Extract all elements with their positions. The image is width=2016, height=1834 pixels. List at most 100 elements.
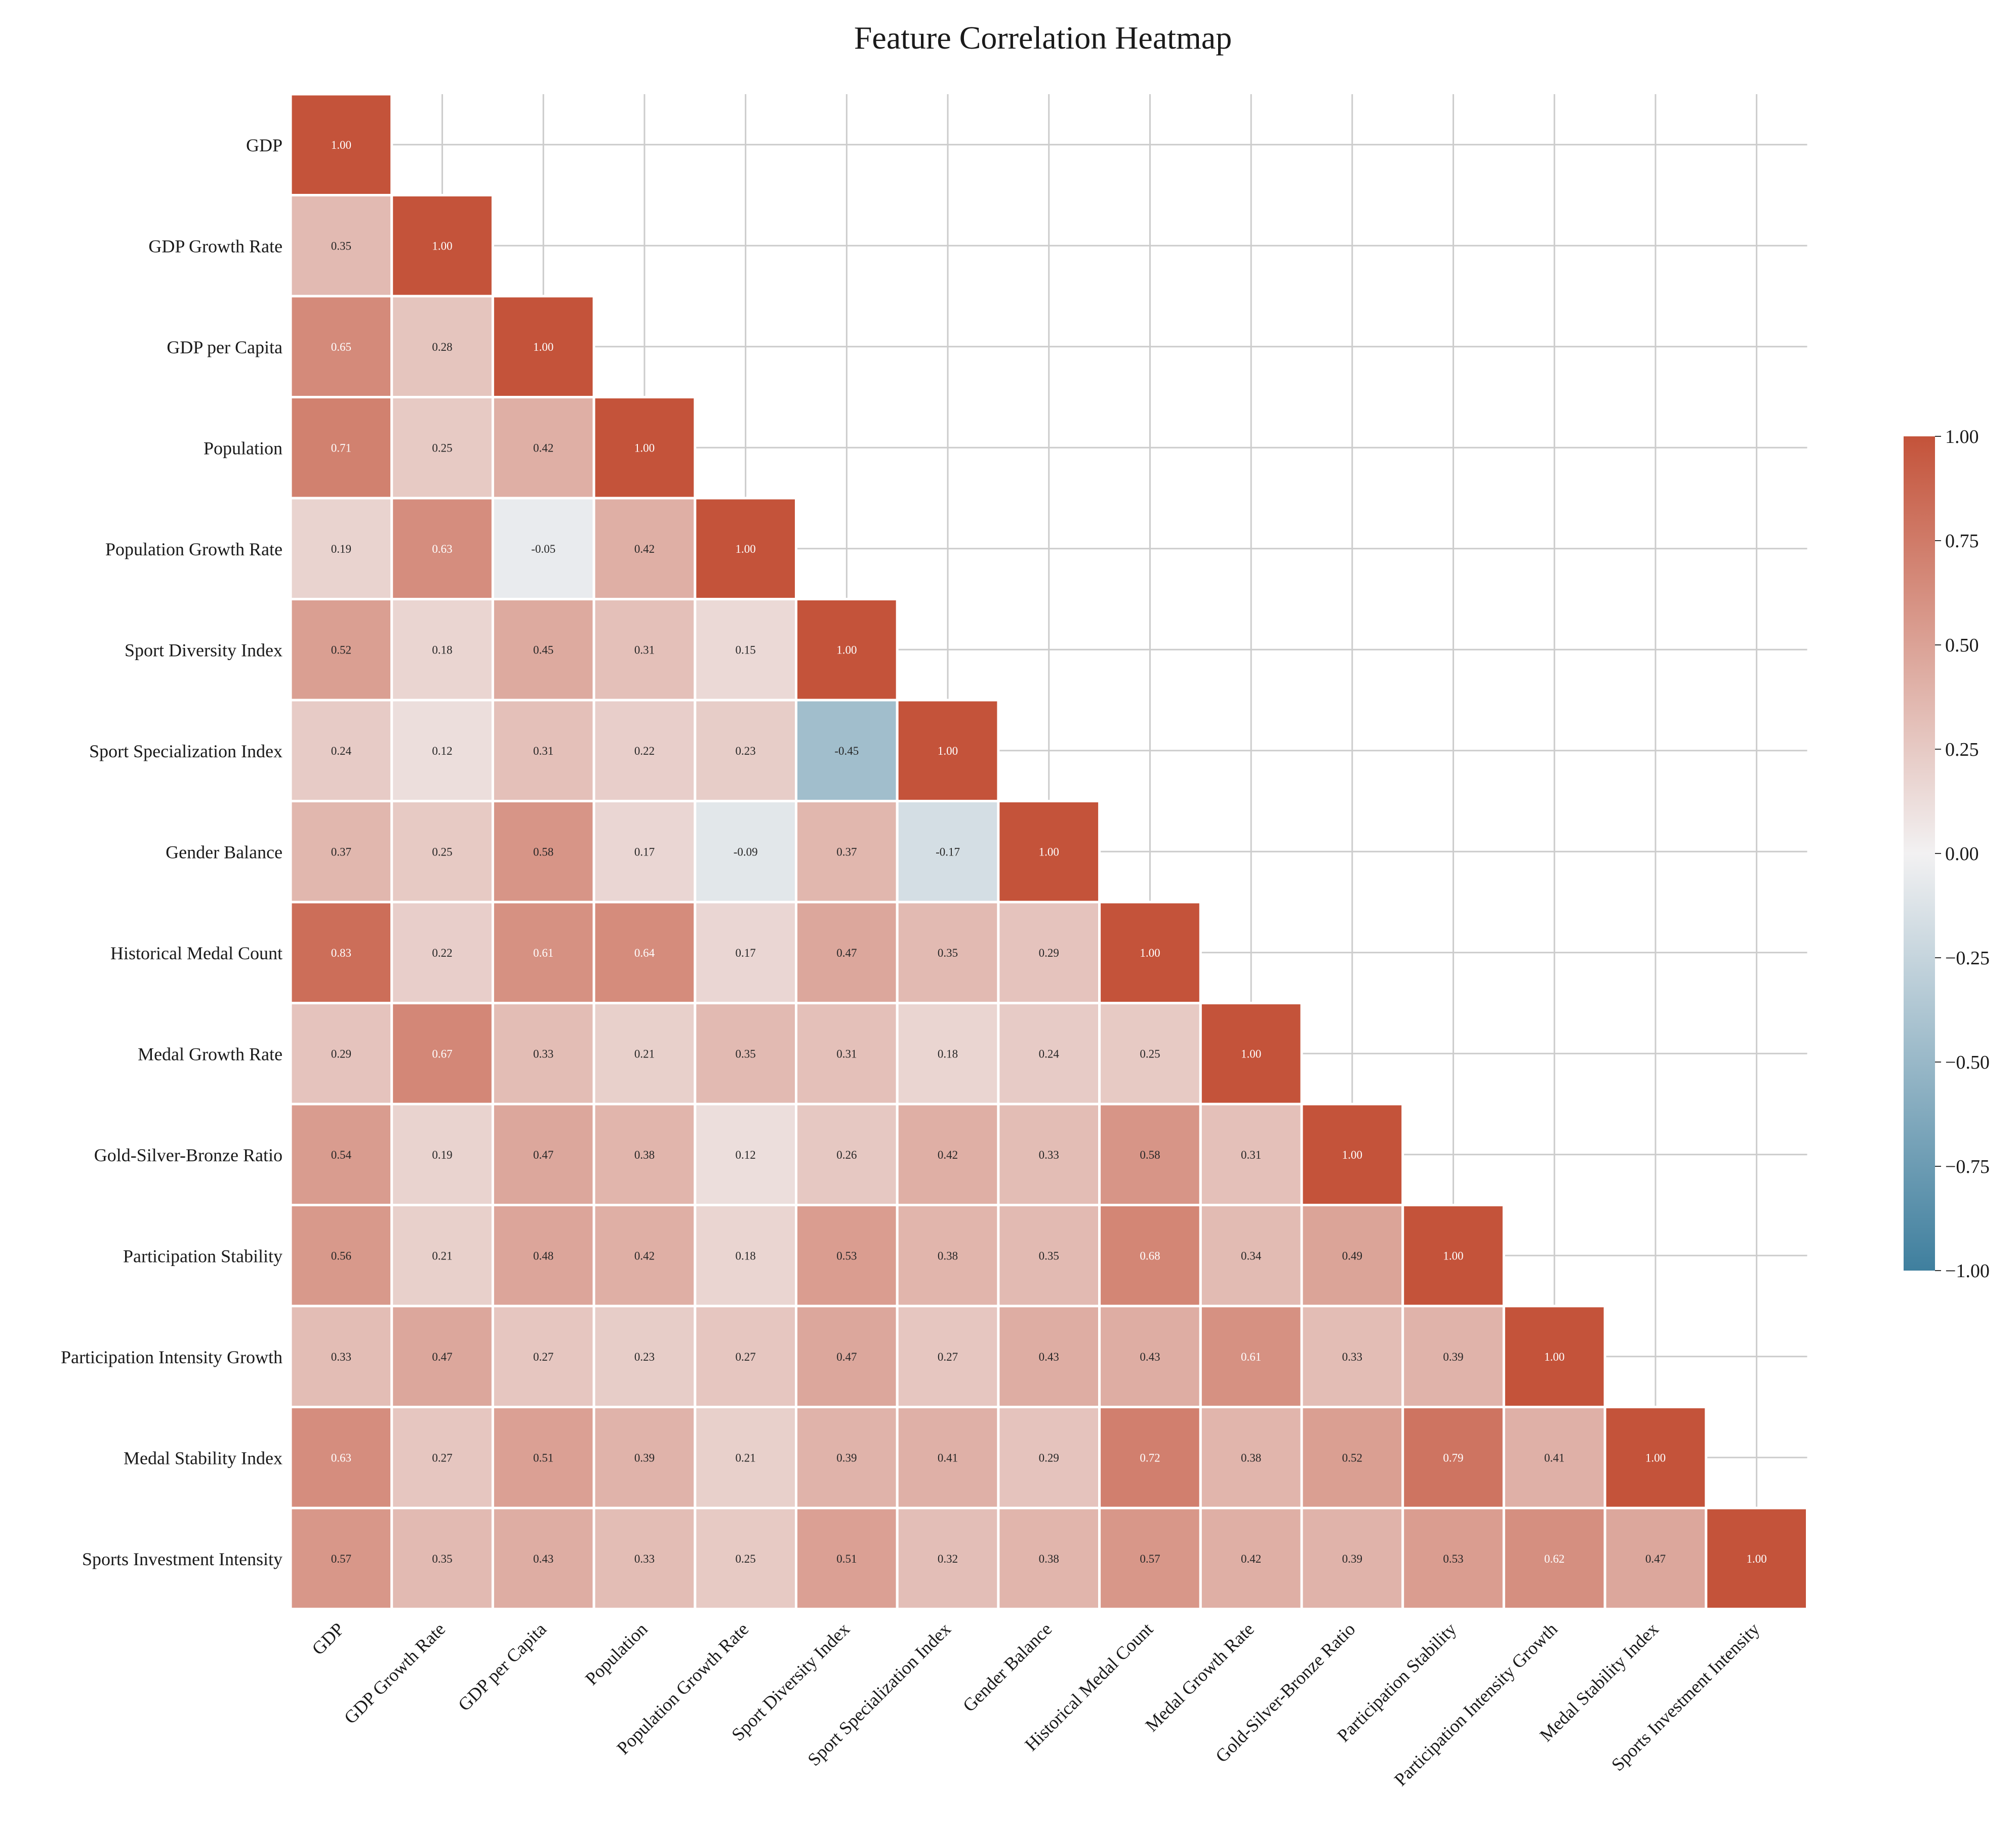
heatmap-cell: [997, 1103, 1101, 1206]
cell-value-label: 0.22: [634, 745, 655, 757]
heatmap-cell: [390, 1506, 494, 1610]
cell-value-label: 0.31: [533, 745, 553, 757]
x-tick-label: GDP: [308, 1619, 348, 1659]
x-tick-label: Medal Growth Rate: [1141, 1619, 1258, 1735]
cell-value-label: 0.26: [836, 1149, 857, 1161]
y-tick-label: GDP Growth Rate: [148, 236, 283, 256]
colorbar-tick-label: 0.00: [1945, 843, 1979, 865]
cell-value-label: 0.47: [1645, 1553, 1666, 1565]
heatmap-cell: [289, 93, 393, 196]
heatmap-cell: [390, 901, 494, 1004]
cell-value-label: 0.79: [1443, 1451, 1463, 1464]
heatmap-cell: [997, 1002, 1101, 1106]
cell-value-label: 0.25: [432, 441, 452, 454]
heatmap-cell: [1199, 1002, 1303, 1106]
cell-value-label: 1.00: [836, 643, 857, 656]
cell-value-label: 0.64: [634, 947, 655, 959]
cell-value-label: 0.58: [1140, 1149, 1160, 1161]
heatmap-cell: [997, 1406, 1101, 1510]
y-tick-label: GDP: [246, 135, 283, 155]
cell-value-label: 0.58: [533, 845, 553, 858]
heatmap-cell: [795, 1103, 899, 1206]
heatmap-cell: [1300, 1204, 1404, 1308]
heatmap-cell: [1098, 1002, 1202, 1106]
cell-value-label: 0.53: [836, 1249, 857, 1262]
heatmap-cell: [795, 1506, 899, 1610]
cell-value-label: 1.00: [1645, 1451, 1666, 1464]
cell-value-label: 0.27: [432, 1451, 452, 1464]
heatmap-cell: [289, 1103, 393, 1206]
y-tick-label: Gender Balance: [166, 842, 283, 862]
heatmap-cell: [390, 295, 494, 398]
y-tick-label: Sport Specialization Index: [89, 741, 283, 761]
cell-value-label: 0.63: [331, 1451, 351, 1464]
cell-value-label: 1.00: [1544, 1351, 1564, 1363]
heatmap-cell: [390, 497, 494, 600]
cell-value-label: 1.00: [1443, 1249, 1463, 1262]
chart-title: Feature Correlation Heatmap: [854, 20, 1232, 56]
cell-value-label: 1.00: [1039, 845, 1059, 858]
heatmap-cell: [592, 1406, 697, 1510]
cell-value-label: 0.71: [331, 441, 351, 454]
colorbar-gradient: [1904, 436, 1935, 1271]
cell-value-label: 1.00: [1241, 1047, 1261, 1060]
heatmap-cell: [694, 598, 798, 702]
cell-value-label: 0.47: [533, 1149, 553, 1161]
cell-value-label: -0.05: [531, 543, 555, 555]
cell-value-label: 0.35: [432, 1553, 452, 1565]
colorbar-tick-label: 1.00: [1945, 426, 1979, 447]
cell-value-label: 0.63: [432, 543, 452, 555]
cell-value-label: 0.18: [432, 643, 452, 656]
heatmap-cell: [289, 1506, 393, 1610]
cell-value-label: 0.43: [1039, 1351, 1059, 1363]
cell-value-label: 0.41: [938, 1451, 958, 1464]
colorbar-tick-label: 0.25: [1945, 739, 1979, 760]
heatmap-cell: [896, 1204, 1000, 1308]
heatmap-cell: [592, 1506, 697, 1610]
heatmap-cell: [491, 497, 595, 600]
heatmap-cell: [491, 1002, 595, 1106]
cell-value-label: 0.39: [1342, 1553, 1362, 1565]
heatmap-cell: [795, 598, 899, 702]
heatmap-cell: [1098, 901, 1202, 1004]
cell-value-label: 0.72: [1140, 1451, 1160, 1464]
cell-value-label: 0.31: [836, 1047, 857, 1060]
heatmap-cell: [1401, 1406, 1505, 1510]
heatmap-cell: [694, 1506, 798, 1610]
heatmap-cell: [592, 1305, 697, 1408]
cell-value-label: 0.31: [1241, 1149, 1261, 1161]
cell-value-label: 0.39: [634, 1451, 655, 1464]
cell-value-label: 0.19: [432, 1149, 452, 1161]
cell-value-label: 0.41: [1544, 1451, 1564, 1464]
cell-value-label: 0.27: [533, 1351, 553, 1363]
cell-value-label: 0.29: [331, 1047, 351, 1060]
heatmap-cell: [1603, 1506, 1708, 1610]
cell-value-label: 0.42: [1241, 1553, 1261, 1565]
heatmap-cell: [896, 1103, 1000, 1206]
y-tick-label: Participation Stability: [123, 1246, 283, 1266]
cell-value-label: 0.43: [533, 1553, 553, 1565]
heatmap-cells: [289, 93, 1809, 1610]
heatmap-cell: [390, 1204, 494, 1308]
heatmap-cell: [1098, 1506, 1202, 1610]
cell-value-label: 0.17: [736, 947, 756, 959]
heatmap-cell: [1300, 1305, 1404, 1408]
heatmap-cell: [1199, 1305, 1303, 1408]
heatmap-cell: [390, 396, 494, 500]
cell-value-label: 0.33: [533, 1047, 553, 1060]
heatmap-cell: [896, 1506, 1000, 1610]
cell-value-label: 0.38: [1039, 1553, 1059, 1565]
heatmap-cell: [491, 1406, 595, 1510]
cell-value-label: 0.19: [331, 543, 351, 555]
heatmap-cell: [289, 1305, 393, 1408]
cell-value-label: 0.33: [1342, 1351, 1362, 1363]
heatmap-cell: [1502, 1305, 1606, 1408]
cell-value-label: 0.35: [331, 239, 351, 252]
cell-value-label: 0.37: [331, 845, 351, 858]
y-tick-label: Population: [204, 438, 283, 458]
cell-value-label: 0.45: [533, 643, 553, 656]
cell-value-label: 0.35: [1039, 1249, 1059, 1262]
heatmap-cell: [997, 1506, 1101, 1610]
